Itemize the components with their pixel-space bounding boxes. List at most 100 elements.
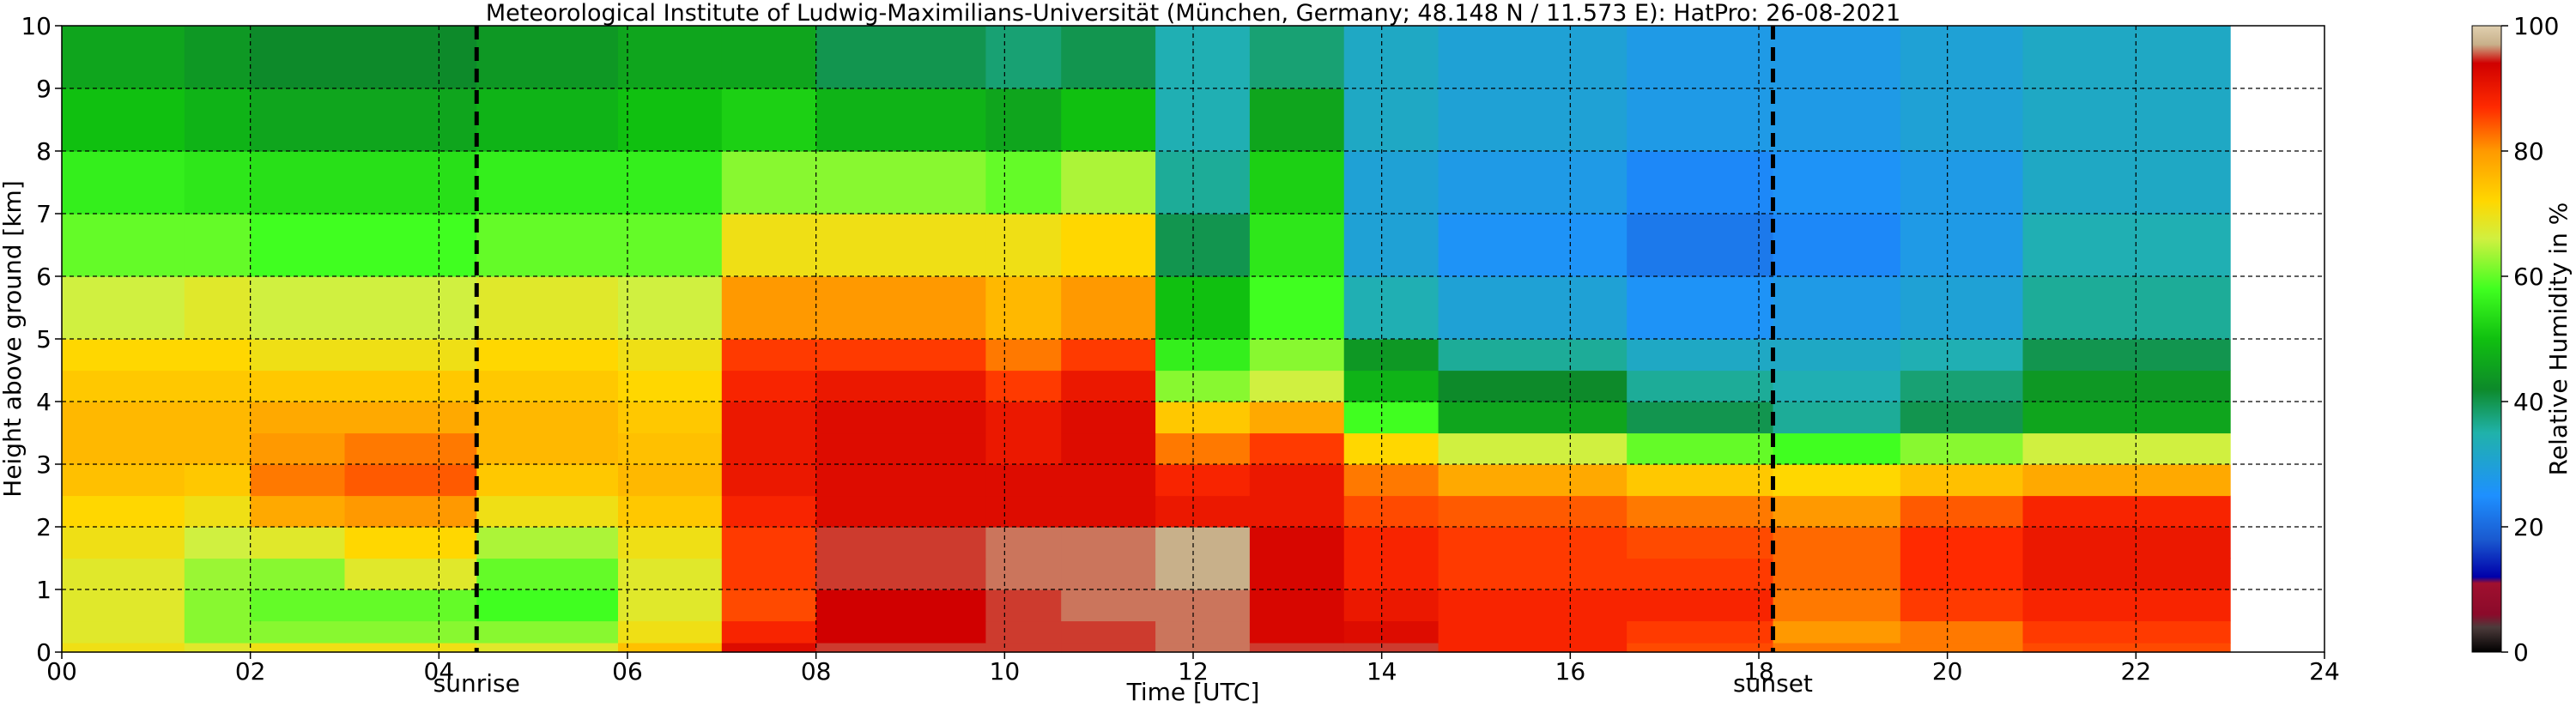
heatmap-cell <box>344 339 477 372</box>
heatmap-cell <box>815 589 986 622</box>
heatmap-cell <box>184 88 252 152</box>
heatmap-cell <box>250 402 346 434</box>
heatmap-cell <box>476 589 619 622</box>
heatmap-cell <box>1155 402 1251 434</box>
heatmap-cell <box>1900 370 2024 402</box>
heatmap-cell <box>721 339 817 372</box>
heatmap-cell <box>344 620 477 644</box>
heatmap-cell <box>1900 214 2024 277</box>
heatmap-cell <box>985 589 1062 622</box>
heatmap-cell <box>721 402 817 434</box>
heatmap-cell <box>476 88 619 152</box>
heatmap-cell <box>815 464 986 497</box>
heatmap-cell <box>815 276 986 340</box>
heatmap-cell <box>1773 620 1901 644</box>
heatmap-cell <box>815 339 986 372</box>
heatmap-cell <box>815 495 986 528</box>
heatmap-cell <box>1900 495 2024 528</box>
heatmap-cell <box>1249 464 1345 497</box>
heatmap-cell <box>2022 558 2231 590</box>
heatmap-cell <box>985 432 1062 465</box>
heatmap-cell <box>1343 495 1440 528</box>
colorbar-tick-label: 80 <box>2513 137 2544 166</box>
heatmap-cell <box>618 88 723 152</box>
heatmap-cell <box>2022 26 2231 89</box>
heatmap-cell <box>1249 620 1345 644</box>
heatmap-cell <box>1343 643 1440 653</box>
heatmap-cell <box>815 432 986 465</box>
heatmap-cell <box>985 558 1062 590</box>
heatmap-cell <box>62 558 185 590</box>
heatmap-cell <box>62 643 185 653</box>
heatmap-cell <box>618 370 723 402</box>
heatmap-cell <box>250 214 346 277</box>
heatmap-cell <box>1900 527 2024 559</box>
colorbar-tick-label: 100 <box>2513 12 2559 40</box>
heatmap-cell <box>1900 339 2024 372</box>
heatmap-cell <box>184 339 252 372</box>
heatmap-cell <box>250 558 346 590</box>
heatmap-cell <box>1438 26 1627 89</box>
colorbar-tick-label: 60 <box>2513 263 2544 291</box>
heatmap-cell <box>1438 88 1627 152</box>
heatmap-cell <box>721 370 817 402</box>
chart-title: Meteorological Institute of Ludwig-Maxim… <box>486 0 1900 27</box>
heatmap-cell <box>618 527 723 559</box>
heatmap-cell <box>1773 589 1901 622</box>
y-tick-label: 8 <box>36 137 52 166</box>
heatmap-cell <box>1627 214 1773 277</box>
heatmap-cell <box>344 495 477 528</box>
heatmap-cell <box>618 558 723 590</box>
heatmap-cell <box>476 214 619 277</box>
heatmap-cell <box>1438 402 1627 434</box>
heatmap-cell <box>62 464 185 497</box>
heatmap-cell <box>1061 370 1156 402</box>
heatmap-cell <box>1061 26 1156 89</box>
heatmap-cell <box>184 276 252 340</box>
heatmap-cell <box>184 527 252 559</box>
heatmap-cell <box>1155 339 1251 372</box>
heatmap-cell <box>250 26 346 89</box>
heatmap-cell <box>1900 151 2024 215</box>
heatmap-cell <box>618 402 723 434</box>
heatmap-cell <box>250 464 346 497</box>
x-axis: 00 02 04 06 08 10 12 14 16 18 20 22 24 <box>46 652 2340 686</box>
heatmap-cell <box>721 432 817 465</box>
heatmap-cell <box>1900 464 2024 497</box>
y-axis: 0 1 2 3 4 5 6 7 8 9 10 <box>21 12 62 667</box>
heatmap-cell <box>250 589 346 622</box>
heatmap-cell <box>721 214 817 277</box>
x-tick-label: 18 <box>1743 657 1774 686</box>
heatmap-cell <box>985 643 1062 653</box>
heatmap-cell <box>1155 589 1251 622</box>
heatmap-cell <box>1061 339 1156 372</box>
heatmap-cell <box>1438 151 1627 215</box>
y-tick-label: 3 <box>36 450 52 479</box>
grid-lines <box>62 26 2324 652</box>
heatmap-cell <box>618 276 723 340</box>
heatmap-cell <box>1627 589 1773 622</box>
heatmap-cell <box>2022 88 2231 152</box>
heatmap-cell <box>1061 620 1156 644</box>
heatmap-cell <box>344 276 477 340</box>
heatmap-cell <box>815 402 986 434</box>
heatmap-cell <box>815 527 986 559</box>
heatmap-cell <box>344 432 477 465</box>
heatmap-cell <box>1773 339 1901 372</box>
heatmap-cell <box>1155 151 1251 215</box>
heatmap-cell <box>344 527 477 559</box>
heatmap <box>62 26 2231 653</box>
heatmap-cell <box>476 276 619 340</box>
heatmap-cell <box>476 402 619 434</box>
heatmap-cell <box>1249 88 1345 152</box>
heatmap-cell <box>1249 527 1345 559</box>
heatmap-cell <box>985 276 1062 340</box>
heatmap-cell <box>344 151 477 215</box>
heatmap-cell <box>721 151 817 215</box>
heatmap-cell <box>815 151 986 215</box>
heatmap-cell <box>1249 432 1345 465</box>
heatmap-cell <box>618 620 723 644</box>
heatmap-cell <box>1249 151 1345 215</box>
heatmap-cell <box>1061 643 1156 653</box>
y-tick-label: 10 <box>21 12 52 40</box>
